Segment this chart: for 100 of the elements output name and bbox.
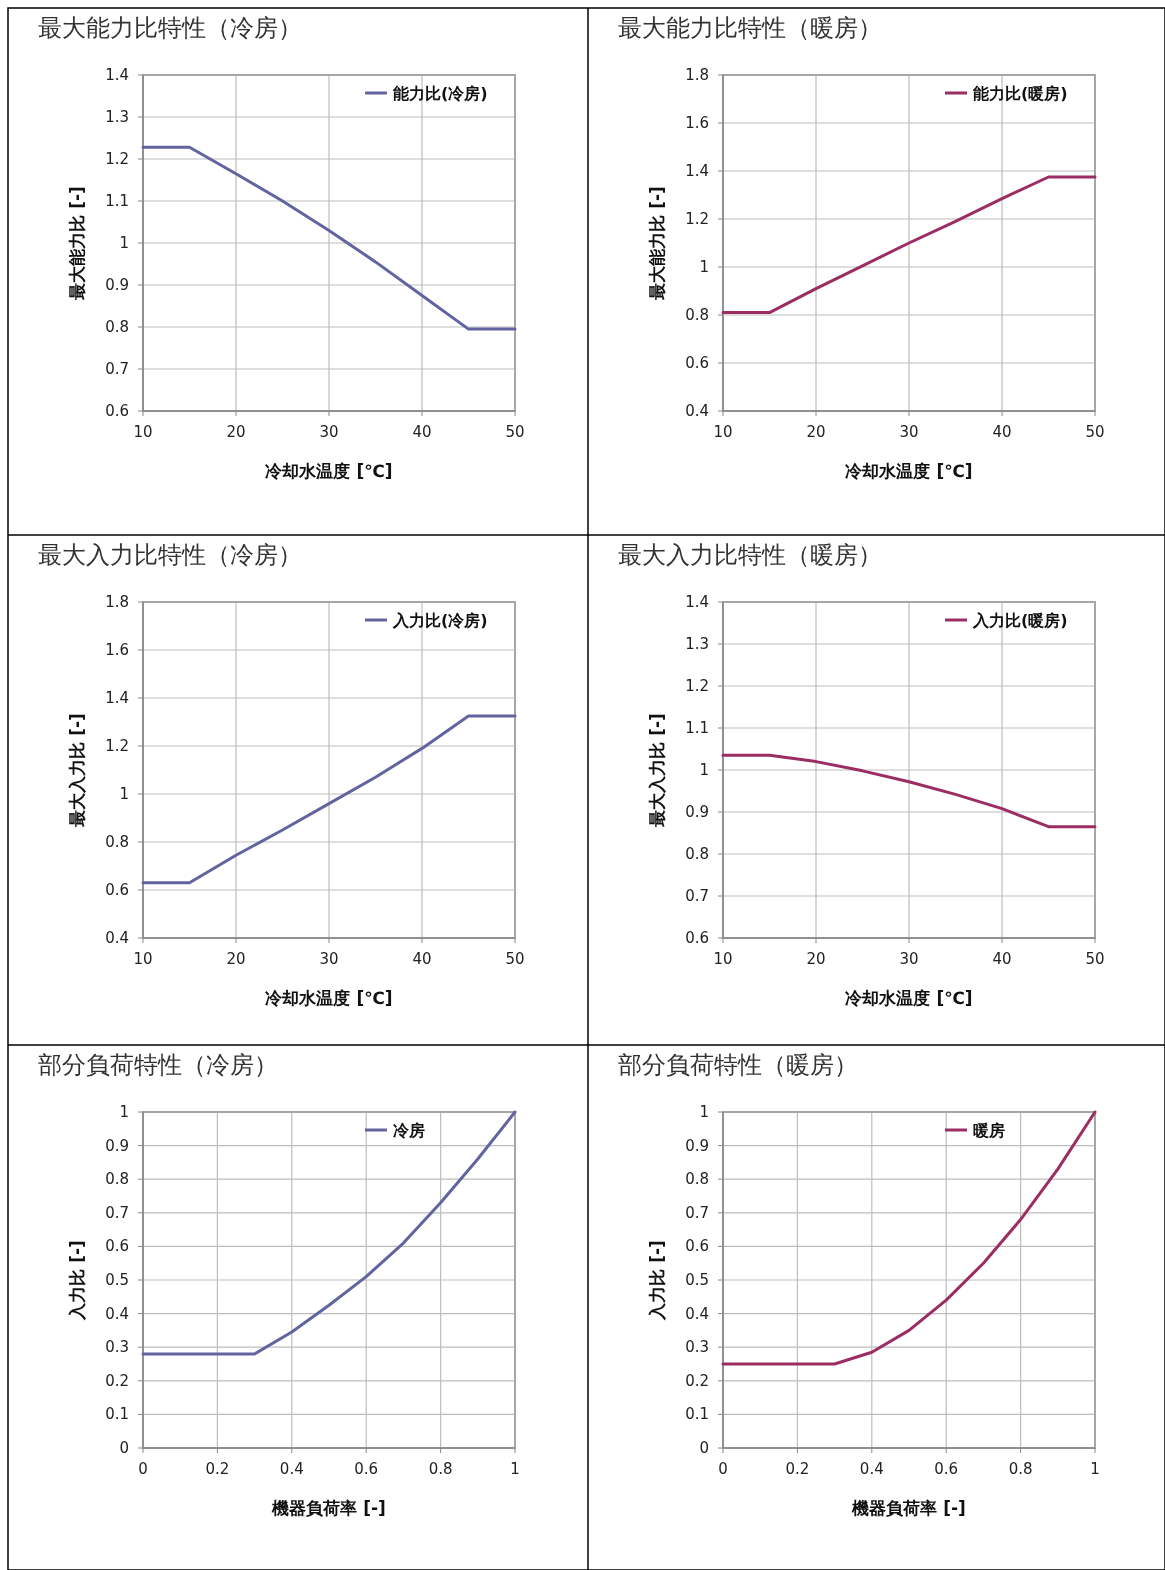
y-axis-title: 入力比 [-]: [67, 1240, 87, 1321]
y-tick-label: 0.7: [105, 1203, 129, 1222]
y-tick-label: 0.8: [105, 833, 129, 851]
y-tick-label: 0.9: [105, 276, 129, 294]
y-tick-label: 1.4: [685, 162, 709, 180]
chart-title: 最大能力比特性（暖房）: [618, 14, 882, 42]
y-tick-label: 0.9: [685, 803, 709, 821]
x-tick-label: 1: [1090, 1460, 1100, 1478]
x-tick-label: 30: [899, 950, 919, 968]
x-tick-label: 0.8: [428, 1460, 453, 1478]
y-tick-label: 0.7: [105, 360, 129, 378]
y-tick-label: 0: [699, 1439, 709, 1457]
x-tick-label: 40: [992, 423, 1012, 441]
y-tick-label: 0.1: [105, 1405, 129, 1424]
y-tick-label: 1: [699, 258, 709, 276]
chart-title: 部分負荷特性（暖房）: [618, 1051, 858, 1079]
y-tick-label: 0.6: [685, 1237, 709, 1256]
y-tick-label: 0.9: [105, 1136, 129, 1155]
y-tick-label: 0.4: [105, 929, 129, 947]
line-series: [141, 1110, 517, 1356]
y-tick-label: 0.4: [685, 402, 709, 420]
y-tick-label: 0.8: [685, 1170, 709, 1189]
y-tick-label: 1.6: [105, 641, 129, 659]
x-tick-label: 0.6: [934, 1460, 959, 1478]
y-tick-label: 0: [119, 1439, 129, 1457]
y-tick-label: 0.2: [685, 1371, 709, 1390]
x-tick-label: 50: [505, 423, 525, 441]
y-tick-label: 0.6: [105, 881, 129, 899]
x-tick-label: 30: [899, 423, 919, 441]
line-series: [721, 753, 1097, 829]
y-tick-label: 0.6: [685, 354, 709, 372]
y-tick-label: 0.6: [105, 402, 129, 420]
y-tick-label: 1.3: [105, 108, 129, 126]
x-axis-title: 冷却水温度 [℃]: [845, 988, 973, 1008]
y-tick-label: 1.8: [685, 66, 709, 84]
legend-label: 暖房: [973, 1121, 1005, 1140]
chart-title: 最大入力比特性（暖房）: [618, 541, 882, 569]
line-series: [721, 175, 1097, 315]
x-tick-label: 0.6: [354, 1460, 379, 1478]
x-tick-label: 10: [713, 423, 733, 441]
line-series: [141, 145, 517, 331]
x-tick-label: 0.2: [785, 1460, 810, 1478]
x-tick-label: 0.4: [279, 1460, 304, 1478]
y-tick-label: 1.1: [105, 192, 129, 210]
x-tick-label: 20: [226, 950, 246, 968]
y-tick-label: 0.2: [105, 1371, 129, 1390]
x-tick-label: 20: [226, 423, 246, 441]
y-tick-label: 0.1: [685, 1405, 709, 1424]
x-tick-label: 50: [505, 950, 525, 968]
y-tick-label: 0.6: [685, 929, 709, 947]
x-axis-title: 機器負荷率 [-]: [851, 1498, 966, 1518]
y-axis-title: 入力比 [-]: [647, 1240, 667, 1321]
y-tick-label: 0.4: [105, 1304, 129, 1323]
y-tick-label: 1.2: [685, 677, 709, 695]
x-tick-label: 10: [133, 423, 153, 441]
y-tick-label: 0.8: [105, 1170, 129, 1189]
legend-label: 入力比(冷房): [392, 611, 488, 630]
y-tick-label: 1.2: [685, 210, 709, 228]
chart-title: 最大入力比特性（冷房）: [38, 541, 302, 569]
x-tick-label: 40: [412, 950, 432, 968]
x-tick-label: 0: [138, 1460, 148, 1478]
y-tick-label: 0.5: [105, 1271, 129, 1289]
y-axis-title: 最大能力比 [-]: [647, 186, 667, 301]
y-tick-label: 0.7: [685, 887, 709, 905]
y-tick-label: 1: [119, 1103, 129, 1121]
y-tick-label: 1.3: [685, 635, 709, 653]
y-tick-label: 0.6: [105, 1237, 129, 1256]
x-tick-label: 50: [1085, 423, 1105, 441]
y-tick-label: 1.4: [685, 593, 709, 611]
x-tick-label: 40: [412, 423, 432, 441]
x-axis-title: 冷却水温度 [℃]: [265, 988, 393, 1008]
chart-title: 部分負荷特性（冷房）: [38, 1051, 278, 1079]
x-tick-label: 10: [713, 950, 733, 968]
y-tick-label: 1.2: [105, 150, 129, 168]
x-tick-label: 50: [1085, 950, 1105, 968]
x-tick-label: 30: [319, 950, 339, 968]
y-tick-label: 1.1: [685, 719, 709, 737]
x-axis-title: 冷却水温度 [℃]: [845, 461, 973, 481]
x-tick-label: 1: [510, 1460, 520, 1478]
x-tick-label: 20: [806, 423, 826, 441]
x-axis-title: 冷却水温度 [℃]: [265, 461, 393, 481]
legend-label: 能力比(暖房): [973, 84, 1068, 103]
y-tick-label: 0.3: [105, 1338, 129, 1357]
y-tick-label: 1.6: [685, 114, 709, 132]
y-tick-label: 0.8: [685, 306, 709, 324]
x-axis-title: 機器負荷率 [-]: [271, 1498, 386, 1518]
line-series: [141, 714, 517, 885]
x-tick-label: 0.8: [1008, 1460, 1033, 1478]
x-tick-label: 10: [133, 950, 153, 968]
x-tick-label: 20: [806, 950, 826, 968]
x-tick-label: 40: [992, 950, 1012, 968]
legend-label: 能力比(冷房): [393, 84, 488, 103]
line-series: [721, 1110, 1097, 1366]
legend-label: 冷房: [393, 1121, 425, 1140]
x-tick-label: 0.2: [205, 1460, 230, 1478]
x-tick-label: 0.4: [859, 1460, 884, 1478]
y-tick-label: 0.9: [685, 1136, 709, 1155]
y-tick-label: 0.5: [685, 1271, 709, 1289]
y-tick-label: 1: [699, 1103, 709, 1121]
legend-label: 入力比(暖房): [972, 611, 1068, 630]
